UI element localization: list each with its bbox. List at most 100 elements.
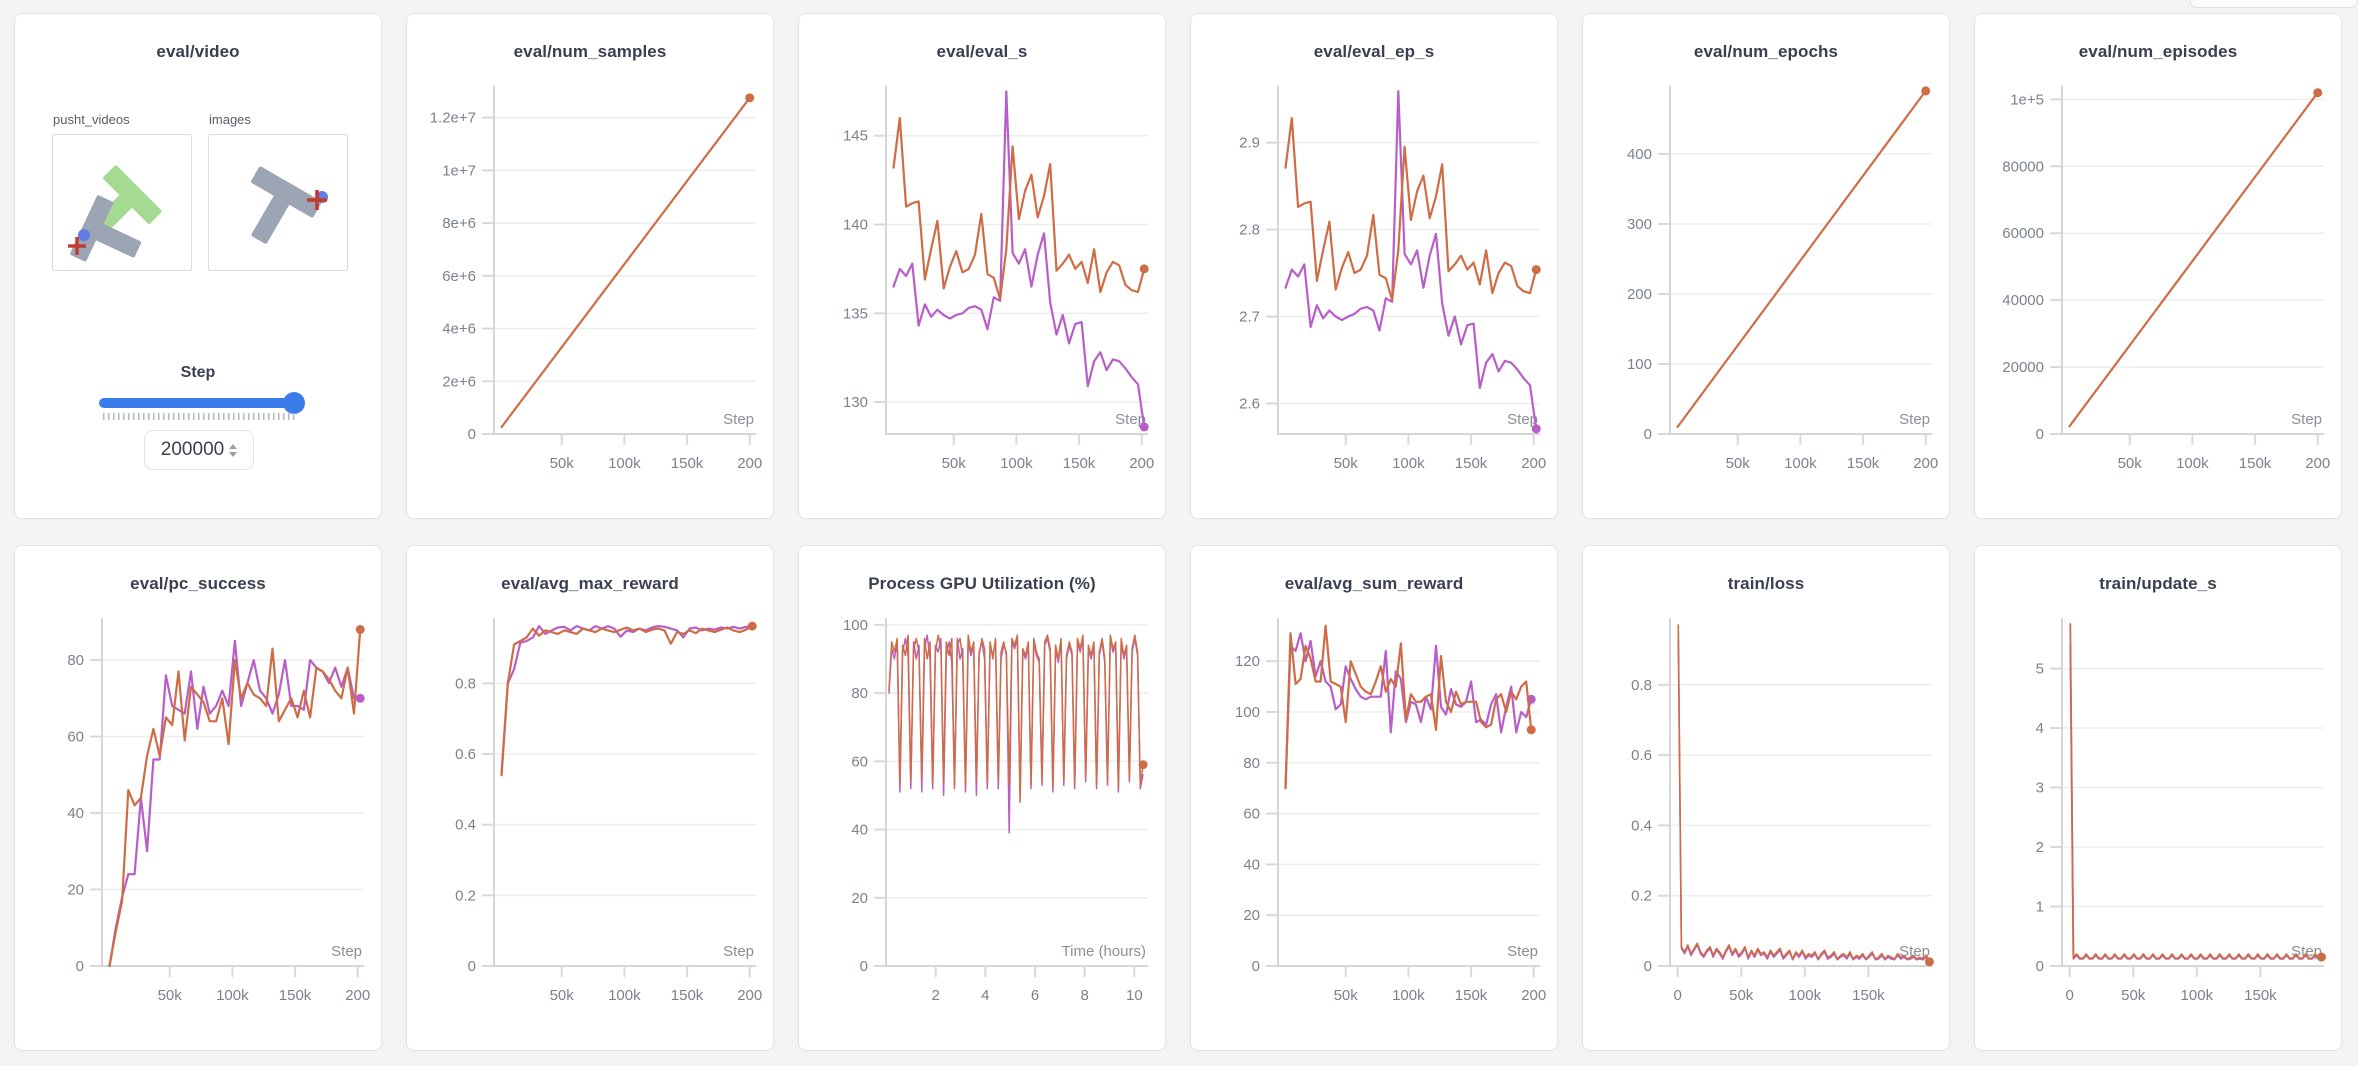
svg-text:150k: 150k (671, 455, 704, 472)
svg-text:135: 135 (843, 305, 868, 322)
x-axis-caption: Time (hours) (1062, 943, 1146, 960)
step-slider[interactable] (99, 392, 305, 414)
svg-text:40: 40 (851, 822, 868, 839)
x-axis-caption: Step (1899, 943, 1930, 960)
series-endpoint-dot-orange (2316, 952, 2326, 962)
series-line-orange (2068, 91, 2319, 428)
chart-canvas[interactable]: 0 2e+6 4e+6 6e+6 8e+6 1e+7 1.2e+7 50k 100k 150k 20… (418, 74, 762, 486)
svg-text:0.6: 0.6 (455, 746, 476, 763)
chart-canvas[interactable]: 0 0.2 0.4 0.6 0.8 50k 100k 150k 200 Step (418, 606, 762, 1018)
series-line-orange (888, 634, 1144, 803)
stepper-arrows[interactable] (229, 443, 238, 457)
svg-text:8e+6: 8e+6 (442, 215, 476, 232)
chart-panel-eval-num-samples: eval/num_samples 0 2e+6 4e+6 6e+6 8e+6 1e+7 1.2… (406, 13, 774, 519)
series-endpoint-dot-orange (1531, 265, 1541, 275)
series-line-purple (2069, 643, 2323, 960)
svg-text:20: 20 (67, 882, 84, 899)
series-endpoint-dot-orange (747, 621, 757, 631)
x-axis-caption: Step (723, 411, 754, 428)
chart-canvas[interactable]: 0 20 40 60 80 100 120 50k 100k 150k 200 Step (1202, 606, 1546, 1018)
series-line-orange (1284, 117, 1538, 302)
series-line-purple (500, 625, 754, 777)
svg-text:2: 2 (2036, 839, 2044, 856)
svg-text:100k: 100k (1392, 455, 1425, 472)
svg-text:150k: 150k (1847, 455, 1880, 472)
svg-text:130: 130 (843, 394, 868, 411)
svg-text:60: 60 (67, 729, 84, 746)
chart-panel-train-update-s: train/update_s 0 1 2 3 4 5 0 50k 100k 150k Step (1974, 545, 2342, 1051)
series-line-orange (1677, 624, 1931, 963)
chart-panel-eval-eval-s: eval/eval_s 130 135 140 145 50k 100k 150k 200 Ste… (798, 13, 1166, 519)
decrement-icon[interactable] (229, 451, 238, 457)
svg-text:400: 400 (1627, 146, 1652, 163)
chart-panel-process-gpu-utilization-: Process GPU Utilization (%) 0 20 40 60 80 100 2… (798, 545, 1166, 1051)
media-label-pusht-videos: pusht_videos (53, 112, 130, 127)
x-axis-caption: Step (1507, 411, 1538, 428)
increment-icon[interactable] (229, 443, 238, 449)
series-line-orange (1676, 89, 1927, 429)
svg-text:0.2: 0.2 (455, 887, 476, 904)
svg-text:150k: 150k (1455, 987, 1488, 1004)
svg-text:150k: 150k (1063, 455, 1096, 472)
svg-text:200: 200 (1627, 286, 1652, 303)
svg-text:100k: 100k (2181, 987, 2214, 1004)
chart-title: eval/num_epochs (1693, 42, 1839, 61)
series-line-purple (108, 639, 362, 968)
svg-text:0: 0 (76, 958, 84, 975)
agent-dot (78, 229, 90, 241)
chart-panel-eval-pc-success: eval/pc_success 0 20 40 60 80 50k 100k 150k 200 St… (14, 545, 382, 1051)
pusht-video-thumbnail[interactable] (52, 134, 192, 271)
chart-canvas[interactable]: 0 0.2 0.4 0.6 0.8 0 50k 100k 150k Step (1594, 606, 1938, 1018)
chart-canvas[interactable]: 130 135 140 145 50k 100k 150k 200 Step (810, 74, 1154, 486)
chart-canvas[interactable]: 0 20 40 60 80 50k 100k 150k 200 Step (26, 606, 370, 1018)
svg-text:300: 300 (1627, 216, 1652, 233)
chart-panel-eval-avg-sum-reward: eval/avg_sum_reward 0 20 40 60 80 100 120 50k 100… (1190, 545, 1558, 1051)
svg-text:0.8: 0.8 (1631, 677, 1652, 694)
svg-text:50k: 50k (550, 987, 575, 1004)
svg-text:150k: 150k (2239, 455, 2272, 472)
panel-title: eval/video (156, 42, 240, 61)
step-number-input[interactable]: 200000 (144, 430, 254, 470)
svg-text:0: 0 (1644, 958, 1652, 975)
svg-text:20000: 20000 (2002, 359, 2044, 376)
chart-canvas[interactable]: 0 20000 40000 60000 80000 1e+5 50k 100k 150k 200 S… (1986, 74, 2330, 486)
svg-text:80000: 80000 (2002, 158, 2044, 175)
svg-text:200: 200 (1521, 455, 1546, 472)
images-scene-image (251, 166, 328, 244)
svg-text:1: 1 (2036, 899, 2044, 916)
series-line-purple (1284, 90, 1538, 430)
chart-title: Process GPU Utilization (%) (868, 574, 1096, 593)
chart-panel-eval-num-epochs: eval/num_epochs 0 100 200 300 400 50k 100k 150k 2… (1582, 13, 1950, 519)
chart-canvas[interactable]: 0 100 200 300 400 50k 100k 150k 200 Step (1594, 74, 1938, 486)
x-axis-caption: Step (1899, 411, 1930, 428)
svg-text:0: 0 (1644, 426, 1652, 443)
svg-text:6: 6 (1031, 987, 1039, 1004)
chart-canvas[interactable]: 2.6 2.7 2.8 2.9 50k 100k 150k 200 Step (1202, 74, 1546, 486)
svg-text:5: 5 (2036, 661, 2044, 678)
chart-title: eval/num_episodes (2078, 42, 2238, 61)
chart-title: train/update_s (2099, 574, 2217, 593)
step-slider-thumb[interactable] (283, 392, 305, 414)
goal-cross (68, 237, 86, 255)
series-endpoint-dot-orange (745, 93, 755, 103)
svg-text:100k: 100k (608, 987, 641, 1004)
svg-text:50k: 50k (1726, 455, 1751, 472)
svg-text:200: 200 (1129, 455, 1154, 472)
svg-text:0.6: 0.6 (1631, 747, 1652, 764)
chart-canvas[interactable]: 0 20 40 60 80 100 2 4 6 8 10 Time (hours) (810, 606, 1154, 1018)
series-endpoint-dot-orange (1924, 957, 1934, 967)
series-endpoint-dot-orange (1526, 725, 1536, 735)
svg-text:200: 200 (1913, 455, 1938, 472)
chart-title: train/loss (1727, 574, 1805, 593)
svg-text:50k: 50k (1334, 987, 1359, 1004)
images-thumbnail[interactable] (208, 134, 348, 271)
svg-text:150k: 150k (2244, 987, 2277, 1004)
chart-panel-eval-num-episodes: eval/num_episodes 0 20000 40000 60000 80000 1e… (1974, 13, 2342, 519)
svg-text:2.8: 2.8 (1239, 222, 1260, 239)
svg-text:40: 40 (1243, 856, 1260, 873)
svg-text:2.7: 2.7 (1239, 309, 1260, 326)
svg-text:120: 120 (1235, 653, 1260, 670)
series-line-orange (500, 625, 754, 777)
chart-panel-eval-avg-max-reward: eval/avg_max_reward 0 0.2 0.4 0.6 0.8 50k 100k 1… (406, 545, 774, 1051)
